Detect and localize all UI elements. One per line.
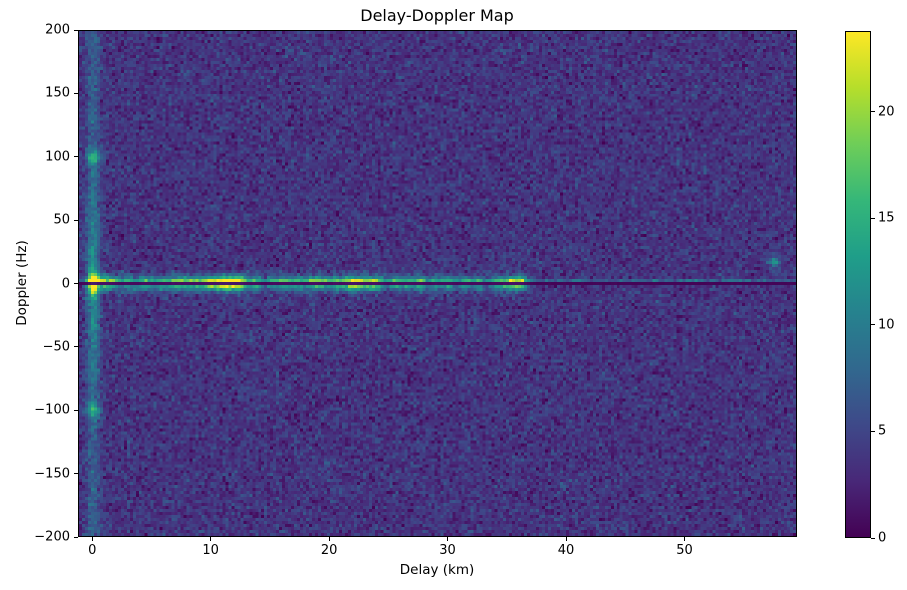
y-tick--200-mark — [74, 536, 78, 538]
x-tick-20-mark — [328, 537, 330, 541]
y-tick-50-mark — [74, 219, 78, 221]
y-tick--200-label: −200 — [34, 529, 70, 545]
x-tick-10-label: 10 — [202, 543, 219, 558]
colorbar-tick-20-label: 20 — [878, 104, 895, 120]
colorbar-gradient — [846, 32, 870, 537]
y-tick-0-mark — [74, 283, 78, 284]
y-tick-200-mark — [74, 29, 78, 31]
x-tick-50-label: 50 — [676, 543, 693, 558]
colorbar — [845, 31, 871, 538]
y-tick--100-mark — [74, 409, 78, 411]
heatmap-canvas — [79, 31, 796, 536]
x-tick-30-mark — [447, 537, 449, 541]
plot-area — [78, 30, 797, 537]
y-tick-100-label: 100 — [45, 149, 70, 165]
y-tick--50-label: −50 — [42, 339, 70, 355]
colorbar-tick-15-mark — [871, 217, 875, 219]
y-tick--150-mark — [74, 473, 78, 475]
colorbar-tick-20-mark — [871, 111, 875, 113]
y-tick-100-mark — [74, 156, 78, 158]
y-tick--50-mark — [74, 346, 78, 348]
chart-title: Delay-Doppler Map — [360, 6, 514, 25]
colorbar-tick-5-label: 5 — [878, 423, 887, 439]
y-tick-50-label: 50 — [53, 212, 70, 228]
colorbar-tick-0-mark — [871, 537, 875, 539]
colorbar-tick-15-label: 15 — [878, 210, 895, 226]
y-tick-200-label: 200 — [45, 22, 70, 38]
y-tick-0-label: 0 — [61, 276, 70, 291]
colorbar-tick-0-label: 0 — [878, 530, 887, 546]
y-tick--150-label: −150 — [34, 466, 70, 482]
y-tick-150-mark — [74, 92, 78, 94]
y-axis-label: Doppler (Hz) — [14, 240, 30, 326]
x-tick-40-mark — [565, 537, 567, 541]
x-axis-label: Delay (km) — [399, 562, 475, 578]
x-tick-10-mark — [210, 537, 212, 541]
x-tick-20-label: 20 — [320, 543, 338, 558]
x-tick-0-label: 0 — [88, 543, 97, 558]
x-tick-30-label: 30 — [439, 543, 456, 558]
y-tick-150-label: 150 — [45, 85, 70, 101]
x-tick-40-label: 40 — [557, 543, 575, 558]
colorbar-tick-10-label: 10 — [878, 317, 895, 333]
y-tick--100-label: −100 — [34, 402, 70, 418]
colorbar-tick-5-mark — [871, 430, 875, 432]
colorbar-tick-10-mark — [871, 324, 875, 326]
x-tick-50-mark — [683, 537, 685, 541]
x-tick-0-mark — [91, 537, 93, 541]
